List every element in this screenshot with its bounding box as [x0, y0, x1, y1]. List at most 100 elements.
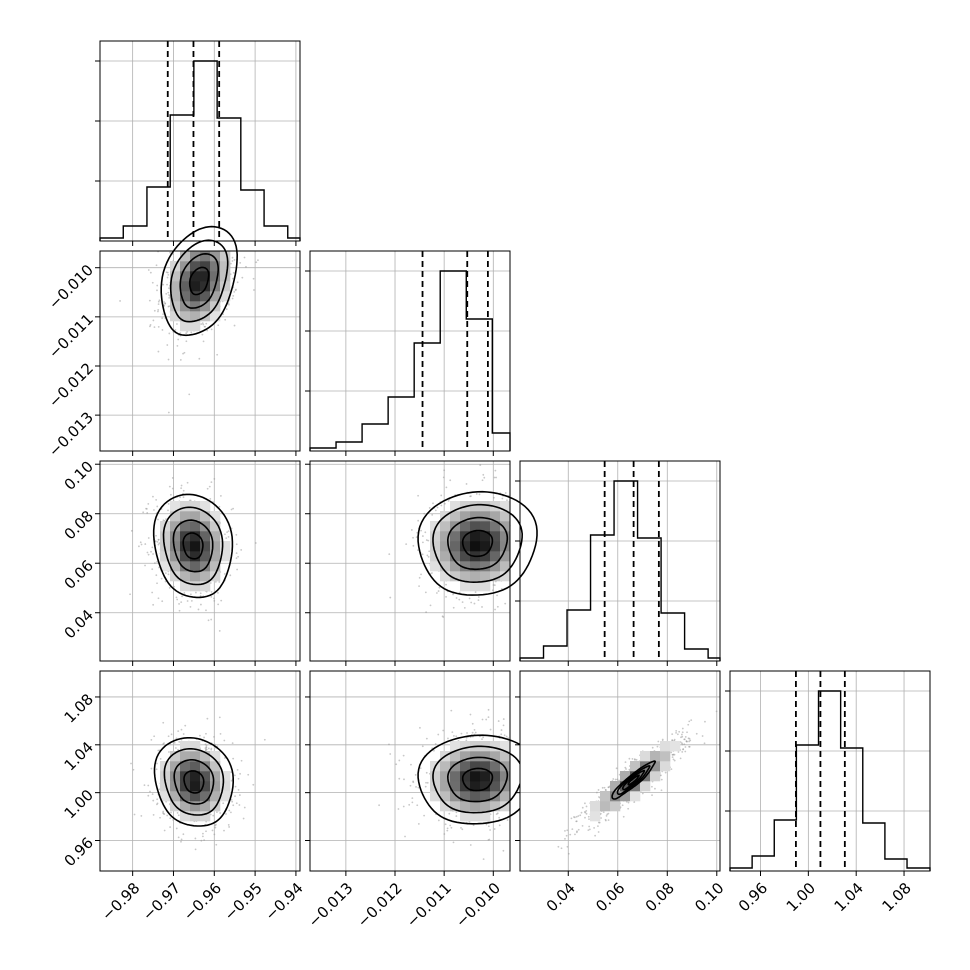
- sample-point: [660, 789, 663, 792]
- density-cell: [170, 281, 181, 292]
- density-cell: [160, 531, 171, 542]
- density-cell: [170, 271, 181, 282]
- density-cell: [180, 581, 191, 592]
- sample-point: [447, 499, 450, 502]
- density-cell: [610, 801, 621, 812]
- sample-point: [671, 756, 674, 758]
- panel-frame: [729, 670, 931, 872]
- sample-point: [622, 815, 625, 818]
- sample-point: [252, 783, 255, 786]
- sample-point: [641, 792, 644, 795]
- sample-point: [175, 827, 178, 830]
- sample-point: [230, 811, 232, 814]
- sample-point: [150, 767, 153, 770]
- sample-point: [681, 731, 684, 734]
- sample-point: [615, 767, 618, 770]
- sample-point: [170, 733, 173, 736]
- sample-point: [152, 799, 155, 802]
- sample-point: [210, 481, 213, 484]
- density-cell: [660, 761, 671, 772]
- sample-point: [159, 816, 161, 819]
- sample-point: [566, 845, 569, 848]
- density-cell: [470, 801, 481, 812]
- sample-point: [234, 795, 236, 798]
- histogram-step: [309, 270, 511, 451]
- sample-point: [199, 734, 201, 737]
- sample-point: [255, 261, 258, 264]
- sample-point: [243, 256, 246, 259]
- density-cell: [210, 311, 221, 322]
- contour-line: [461, 529, 494, 558]
- sample-point: [148, 299, 151, 302]
- contour-line: [183, 770, 205, 794]
- sample-point: [431, 513, 434, 516]
- sample-point: [446, 827, 449, 830]
- sample-point: [155, 534, 157, 537]
- sample-point: [209, 497, 212, 500]
- sample-point: [417, 786, 420, 789]
- sample-point: [445, 583, 447, 586]
- sample-point: [388, 553, 391, 556]
- sample-point: [230, 779, 233, 782]
- sample-point: [170, 811, 172, 814]
- sample-point: [412, 544, 415, 547]
- sample-point: [236, 568, 239, 571]
- sample-point: [214, 823, 217, 826]
- density-cell: [210, 251, 221, 262]
- density-cell: [180, 791, 191, 802]
- density-cell: [480, 521, 491, 532]
- sample-point: [138, 545, 140, 548]
- sample-point: [226, 531, 229, 533]
- sample-point: [210, 591, 213, 593]
- sample-point: [242, 817, 245, 820]
- sample-point: [152, 553, 154, 555]
- density-cell: [190, 281, 201, 292]
- sample-point: [232, 294, 235, 297]
- density-cell: [210, 261, 221, 272]
- sample-point: [420, 529, 422, 532]
- sample-point: [119, 300, 121, 302]
- scatter-panel: [305, 670, 538, 876]
- sample-point: [202, 340, 205, 343]
- sample-point: [174, 329, 177, 331]
- sample-point: [429, 604, 432, 607]
- sample-point: [624, 761, 627, 764]
- sample-point: [492, 584, 495, 586]
- density-cell: [170, 751, 181, 762]
- density-cell: [220, 551, 231, 562]
- sample-point: [168, 586, 171, 589]
- density-cell: [470, 811, 481, 822]
- density-cell: [160, 561, 171, 572]
- sample-point: [167, 291, 170, 294]
- density-cell: [500, 561, 511, 572]
- sample-point: [130, 529, 133, 532]
- sample-point: [576, 830, 578, 833]
- sample-point: [254, 542, 257, 544]
- sample-point: [233, 290, 236, 293]
- density-cell: [200, 551, 211, 562]
- sample-point: [188, 499, 191, 502]
- panel-frame: [99, 250, 301, 452]
- density-cell: [180, 741, 191, 752]
- y-tick-label: −0.010: [45, 261, 97, 313]
- scatter-panel: [305, 460, 538, 666]
- sample-point: [471, 731, 474, 734]
- sample-point: [689, 739, 692, 742]
- panel-frame: [309, 460, 511, 662]
- sample-point: [670, 768, 673, 771]
- sample-point: [402, 805, 405, 808]
- sample-point: [575, 820, 578, 823]
- x-tick-label: 0.08: [642, 879, 678, 915]
- sample-point: [436, 592, 438, 594]
- sample-point: [417, 549, 419, 552]
- sample-point: [444, 823, 447, 826]
- sample-point: [593, 827, 595, 829]
- sample-point: [704, 720, 706, 723]
- sample-point: [450, 826, 453, 829]
- sample-point: [232, 757, 235, 760]
- sample-point: [675, 731, 677, 734]
- sample-point: [410, 529, 413, 531]
- density-cell: [470, 581, 481, 592]
- density-cell: [210, 511, 221, 522]
- density-cell: [180, 321, 191, 332]
